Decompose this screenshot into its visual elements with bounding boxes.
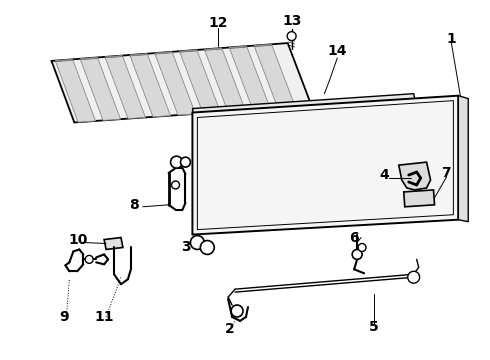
Circle shape: [171, 156, 182, 168]
Text: 7: 7: [441, 166, 451, 180]
Circle shape: [172, 181, 179, 189]
Circle shape: [180, 157, 191, 167]
Circle shape: [85, 255, 93, 264]
Polygon shape: [204, 48, 245, 112]
Text: 10: 10: [69, 233, 88, 247]
Polygon shape: [399, 162, 431, 190]
Text: 9: 9: [60, 310, 69, 324]
Polygon shape: [193, 94, 416, 123]
Polygon shape: [404, 190, 435, 207]
Polygon shape: [130, 54, 171, 117]
Polygon shape: [229, 46, 270, 110]
Text: 4: 4: [379, 168, 389, 182]
Text: 14: 14: [327, 44, 347, 58]
Circle shape: [191, 235, 204, 249]
Text: 12: 12: [208, 16, 228, 30]
Circle shape: [287, 32, 296, 41]
Polygon shape: [105, 55, 146, 119]
Polygon shape: [55, 59, 96, 122]
Circle shape: [352, 249, 362, 260]
Text: 3: 3: [181, 240, 190, 255]
Text: 2: 2: [225, 322, 235, 336]
Circle shape: [200, 240, 214, 255]
Text: 11: 11: [95, 310, 114, 324]
Circle shape: [231, 305, 243, 317]
Polygon shape: [51, 43, 312, 122]
Text: 8: 8: [129, 198, 139, 212]
Circle shape: [408, 271, 419, 283]
Text: 13: 13: [282, 14, 301, 28]
Circle shape: [358, 243, 366, 251]
Polygon shape: [104, 238, 123, 249]
Polygon shape: [458, 96, 468, 222]
Polygon shape: [179, 50, 220, 113]
Text: 5: 5: [369, 320, 379, 334]
Text: 6: 6: [349, 230, 359, 244]
Text: 1: 1: [446, 32, 456, 46]
Polygon shape: [155, 52, 196, 115]
Polygon shape: [193, 96, 458, 235]
Polygon shape: [80, 58, 121, 120]
Polygon shape: [254, 44, 295, 108]
